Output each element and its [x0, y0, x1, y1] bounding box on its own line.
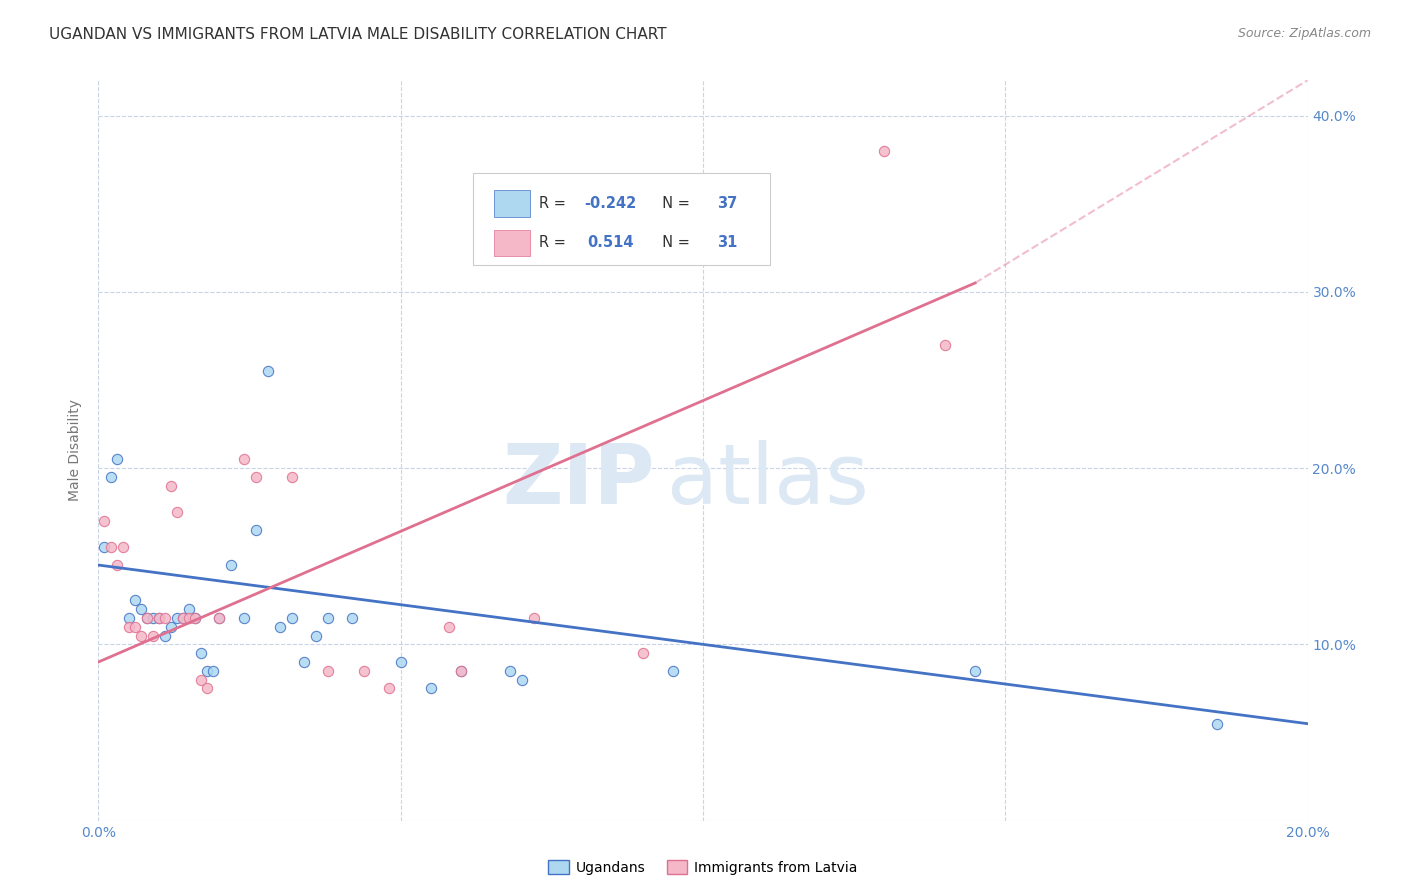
- Point: [498, 664, 520, 678]
- Point: [510, 673, 533, 687]
- Point: [437, 620, 460, 634]
- Point: [934, 337, 956, 351]
- Point: [450, 664, 472, 678]
- Point: [142, 628, 165, 642]
- Point: [208, 611, 231, 625]
- Point: [179, 611, 201, 625]
- Point: [153, 628, 176, 642]
- Point: [202, 664, 225, 678]
- Point: [129, 602, 152, 616]
- Point: [190, 646, 212, 660]
- Text: -0.242: -0.242: [585, 196, 637, 211]
- Point: [160, 620, 183, 634]
- FancyBboxPatch shape: [494, 191, 530, 217]
- Text: 37: 37: [717, 196, 738, 211]
- Point: [342, 611, 364, 625]
- Point: [195, 664, 218, 678]
- Point: [118, 611, 141, 625]
- Point: [292, 655, 315, 669]
- Point: [179, 602, 201, 616]
- Point: [221, 558, 243, 572]
- Point: [377, 681, 399, 696]
- Point: [172, 611, 194, 625]
- Point: [1206, 716, 1229, 731]
- Text: 0.514: 0.514: [586, 235, 634, 251]
- Point: [166, 505, 188, 519]
- Point: [316, 664, 339, 678]
- Point: [124, 620, 146, 634]
- Point: [129, 628, 152, 642]
- Point: [93, 514, 115, 528]
- Point: [316, 611, 339, 625]
- Point: [166, 611, 188, 625]
- FancyBboxPatch shape: [494, 229, 530, 256]
- Text: Source: ZipAtlas.com: Source: ZipAtlas.com: [1237, 27, 1371, 40]
- Text: R =: R =: [538, 235, 569, 251]
- Point: [190, 673, 212, 687]
- Point: [142, 611, 165, 625]
- Point: [184, 611, 207, 625]
- Point: [208, 611, 231, 625]
- Point: [965, 664, 987, 678]
- Point: [523, 611, 546, 625]
- Text: 31: 31: [717, 235, 738, 251]
- Point: [105, 452, 128, 467]
- Y-axis label: Male Disability: Male Disability: [69, 400, 83, 501]
- Point: [153, 611, 176, 625]
- Point: [148, 611, 170, 625]
- Point: [184, 611, 207, 625]
- Legend: Ugandans, Immigrants from Latvia: Ugandans, Immigrants from Latvia: [543, 855, 863, 880]
- Text: R =: R =: [538, 196, 569, 211]
- Point: [124, 593, 146, 607]
- Text: ZIP: ZIP: [502, 440, 655, 521]
- Point: [232, 452, 254, 467]
- Point: [135, 611, 157, 625]
- Point: [305, 628, 328, 642]
- Text: UGANDAN VS IMMIGRANTS FROM LATVIA MALE DISABILITY CORRELATION CHART: UGANDAN VS IMMIGRANTS FROM LATVIA MALE D…: [49, 27, 666, 42]
- Point: [135, 611, 157, 625]
- Point: [389, 655, 412, 669]
- Point: [195, 681, 218, 696]
- Point: [148, 611, 170, 625]
- Point: [111, 541, 134, 555]
- Point: [353, 664, 375, 678]
- Point: [256, 364, 278, 378]
- Point: [118, 620, 141, 634]
- Point: [105, 558, 128, 572]
- Text: N =: N =: [654, 196, 695, 211]
- Text: atlas: atlas: [666, 440, 869, 521]
- Point: [93, 541, 115, 555]
- Point: [631, 646, 654, 660]
- FancyBboxPatch shape: [474, 173, 769, 266]
- Point: [245, 470, 267, 484]
- Point: [281, 611, 304, 625]
- Point: [873, 144, 896, 158]
- Point: [450, 664, 472, 678]
- Point: [100, 541, 122, 555]
- Point: [245, 523, 267, 537]
- Point: [420, 681, 443, 696]
- Point: [661, 664, 683, 678]
- Point: [160, 479, 183, 493]
- Point: [269, 620, 291, 634]
- Point: [172, 611, 194, 625]
- Text: N =: N =: [654, 235, 695, 251]
- Point: [281, 470, 304, 484]
- Point: [100, 470, 122, 484]
- Point: [232, 611, 254, 625]
